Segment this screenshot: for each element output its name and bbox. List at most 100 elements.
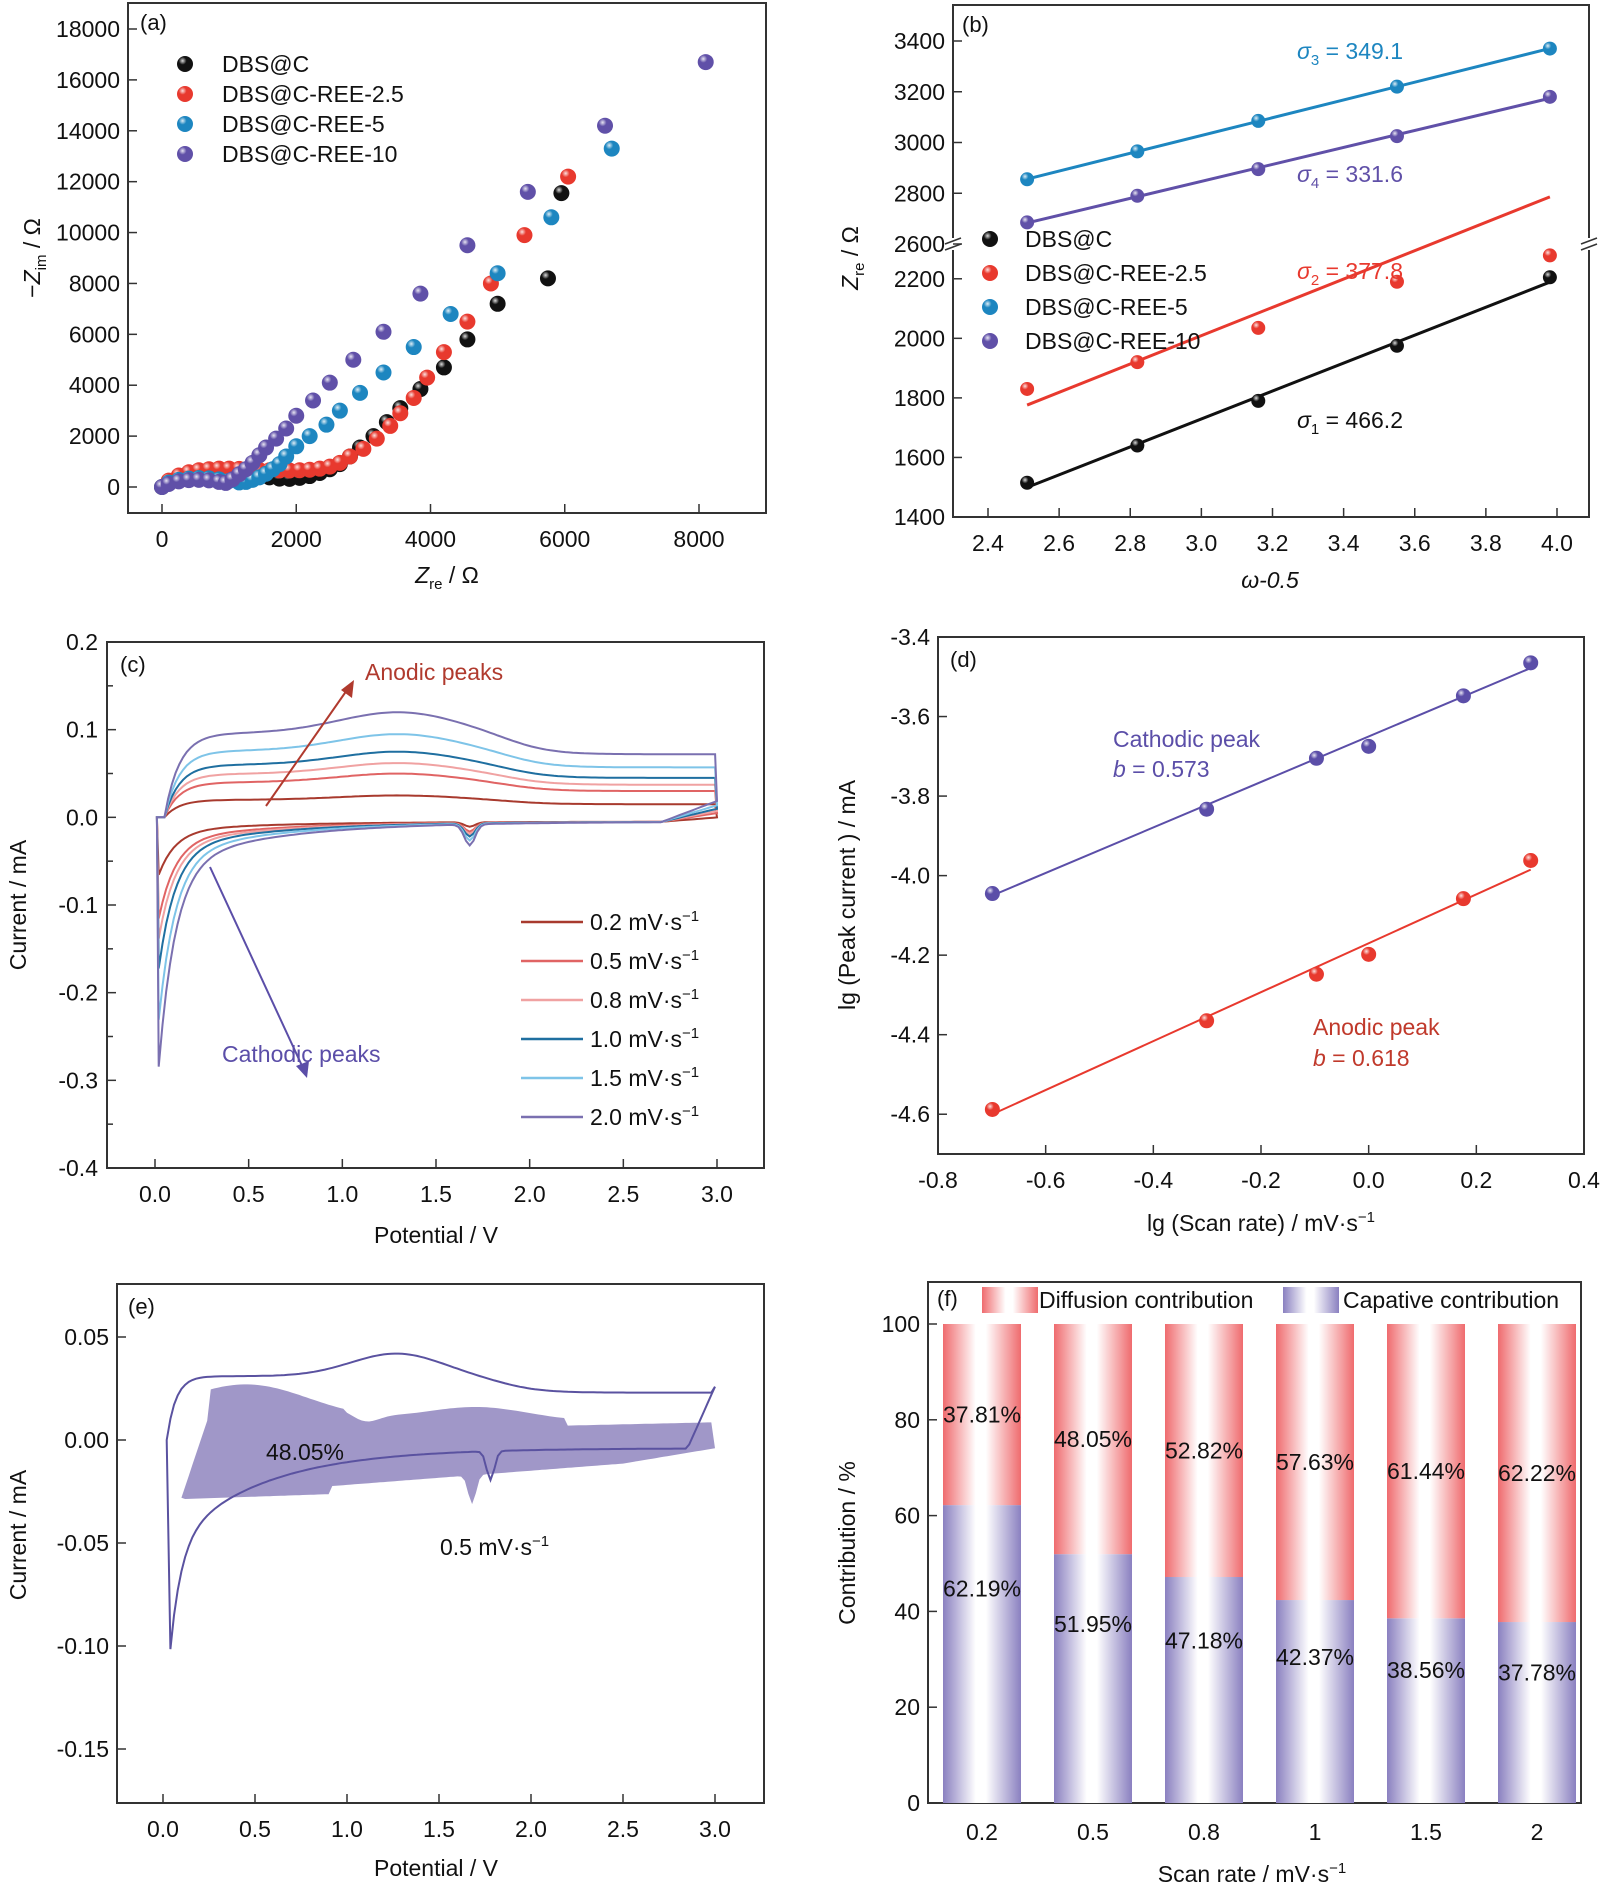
x-axis-title: Potential / V xyxy=(374,1222,499,1248)
bar-label-diffusion: 62.22% xyxy=(1498,1460,1576,1486)
y-tick-label: -4.6 xyxy=(890,1101,930,1127)
x-tick-label: 1.0 xyxy=(326,1181,358,1207)
series-DBS@C-REE-2.5 xyxy=(154,168,577,495)
marker-highlight xyxy=(368,430,385,447)
x-tick-label: 0.2 xyxy=(966,1819,998,1845)
fit-line xyxy=(1026,96,1551,225)
x-tick-label: 8000 xyxy=(673,526,724,552)
x-tick-label: 2 xyxy=(1531,1819,1544,1845)
scan-rate-label: 0.5 mV·s−1 xyxy=(440,1533,549,1560)
y-tick-label: 3400 xyxy=(894,28,945,54)
legend-label: DBS@C-REE-10 xyxy=(1025,328,1200,354)
data-point xyxy=(288,438,305,455)
sigma-subscript: 4 xyxy=(1311,175,1319,192)
marker-highlight xyxy=(1361,946,1377,962)
y-tick-label: -4.0 xyxy=(890,863,930,889)
bar-label-capacitive: 47.18% xyxy=(1165,1627,1243,1653)
series-DBS@C-REE-10 xyxy=(1020,89,1557,230)
legend-label-main: 1.0 mV·s xyxy=(590,1026,682,1052)
legend-label: DBS@C-REE-5 xyxy=(1025,294,1188,320)
data-point xyxy=(1020,381,1035,396)
cv-curve xyxy=(155,711,719,1067)
legend-label-main: 0.2 mV·s xyxy=(590,909,682,935)
bar-label-capacitive: 38.56% xyxy=(1387,1657,1465,1683)
x-tick-label: 0.0 xyxy=(147,1816,179,1842)
marker-highlight xyxy=(412,285,429,302)
x-tick-label: 3.0 xyxy=(1185,530,1217,556)
bar-capacitive xyxy=(1498,1622,1576,1803)
sigma-value: = 377.8 xyxy=(1319,258,1403,284)
axis-break-right-icon xyxy=(1580,237,1598,251)
y-tick-label: -3.4 xyxy=(890,624,930,650)
marker-highlight xyxy=(603,140,620,157)
x-tick-label: 2.8 xyxy=(1114,530,1146,556)
bar-diffusion xyxy=(1498,1324,1576,1623)
marker-highlight xyxy=(1251,162,1266,177)
x-tick-label: 1.5 xyxy=(420,1181,452,1207)
capacitive-percent-label: 48.05% xyxy=(266,1439,344,1465)
data-point xyxy=(560,168,577,185)
data-point xyxy=(1251,320,1266,335)
data-point xyxy=(1020,215,1035,230)
x-tick-label: 2.0 xyxy=(514,1181,546,1207)
x-tick-label: 3.0 xyxy=(699,1816,731,1842)
bar-capacitive xyxy=(1054,1554,1132,1803)
bar-capacitive xyxy=(1387,1618,1465,1803)
y-tick-label: -4.2 xyxy=(890,942,930,968)
data-point xyxy=(1389,129,1404,144)
marker-highlight xyxy=(288,407,305,424)
x-tick-label: 1.0 xyxy=(331,1816,363,1842)
marker-highlight xyxy=(1020,215,1035,230)
y-tick-label: 0.00 xyxy=(64,1427,109,1453)
panel-label: (c) xyxy=(120,652,146,677)
y-tick-label: 2600 xyxy=(894,231,945,257)
panel-d: (d) -0.8 -0.6 -0.4 -0.2 0.0 0.2 0.4 -3.4 -3.6 -3.… xyxy=(834,624,1600,1236)
y-axis-title: Current / mA xyxy=(5,1469,31,1600)
marker-highlight xyxy=(435,344,452,361)
marker-highlight xyxy=(1020,475,1035,490)
sigma-symbol: σ xyxy=(1297,407,1312,433)
y-tick-label: -0.1 xyxy=(58,892,98,918)
y-tick-label: 1800 xyxy=(894,385,945,411)
data-point xyxy=(1542,41,1557,56)
data-point xyxy=(1523,655,1539,671)
cv-curve xyxy=(155,750,719,969)
x-axis-title: Zre / Ω xyxy=(414,562,479,593)
marker-highlight xyxy=(392,405,409,422)
marker-highlight xyxy=(305,392,322,409)
x-tick-label: 2.0 xyxy=(515,1816,547,1842)
anodic-b-label: b = 0.618 xyxy=(1313,1045,1410,1071)
bar-label-capacitive: 51.95% xyxy=(1054,1611,1132,1637)
y-axis-title: Current / mA xyxy=(5,839,31,970)
marker-highlight xyxy=(1389,129,1404,144)
marker-highlight xyxy=(341,448,358,465)
sigma-label: σ4 = 331.6 xyxy=(1297,161,1403,192)
data-point xyxy=(1130,438,1145,453)
y-tick-label: 10000 xyxy=(56,220,120,246)
data-point xyxy=(1542,248,1557,263)
legend-label: 2.0 mV·s−1 xyxy=(590,1103,699,1130)
marker-highlight xyxy=(560,168,577,185)
legend-label: DBS@C-REE-2.5 xyxy=(222,81,404,107)
legend-marker xyxy=(982,265,998,281)
marker-highlight xyxy=(519,183,536,200)
x-tick-label: 0.0 xyxy=(139,1181,171,1207)
x-tick-label: 1 xyxy=(1309,1819,1322,1845)
legend-label-main: 0.8 mV·s xyxy=(590,987,682,1013)
marker-highlight xyxy=(405,389,422,406)
data-point xyxy=(382,417,399,434)
legend-marker xyxy=(177,146,193,162)
y-axis-title: Zre / Ω xyxy=(837,226,868,291)
anodic-arrow-icon xyxy=(265,680,354,807)
marker-highlight xyxy=(1020,172,1035,187)
data-point xyxy=(697,54,714,71)
marker-highlight xyxy=(382,417,399,434)
marker-highlight xyxy=(1542,270,1557,285)
series-Cathodic peak xyxy=(984,655,1539,902)
y-tick-label: 4000 xyxy=(69,372,120,398)
data-point xyxy=(1251,113,1266,128)
sigma-subscript: 2 xyxy=(1311,272,1319,289)
data-point xyxy=(412,285,429,302)
data-point xyxy=(459,313,476,330)
